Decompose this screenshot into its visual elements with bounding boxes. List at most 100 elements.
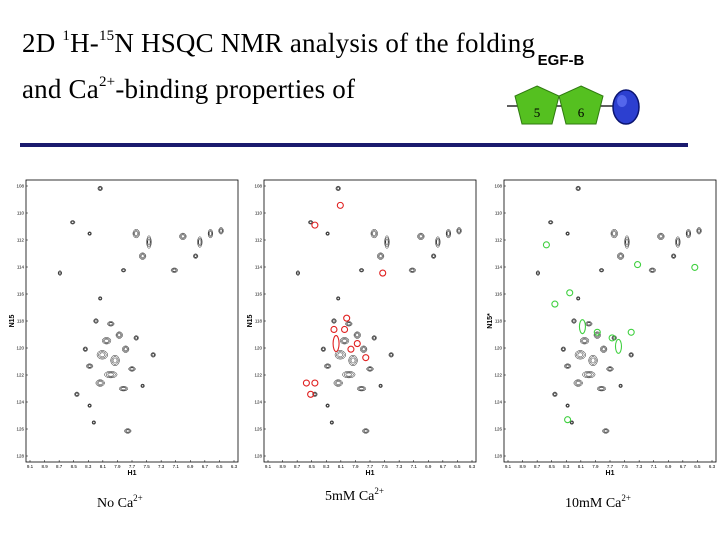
peak-contour xyxy=(83,347,88,352)
peak-contour xyxy=(362,428,370,434)
y-tick-label: 114 xyxy=(495,265,503,270)
peak-contour xyxy=(326,404,329,407)
x-tick-label: 7.1 xyxy=(651,464,658,469)
peak-contour xyxy=(574,380,582,386)
x-tick-label: 7.7 xyxy=(607,464,614,469)
x-tick-label: 7.7 xyxy=(367,464,374,469)
peak-contour xyxy=(354,332,360,338)
peak-contour xyxy=(560,346,566,352)
title-underline xyxy=(20,143,688,147)
peak-contour xyxy=(170,267,178,273)
x-tick-label: 6.5 xyxy=(216,464,223,469)
peak-contour xyxy=(371,335,377,341)
peak-contour xyxy=(432,254,436,258)
peak-contour xyxy=(172,268,177,272)
peak-contour xyxy=(171,268,178,273)
peak-contour xyxy=(108,322,113,326)
x-tick-label: 7.3 xyxy=(396,464,403,469)
peak-contour xyxy=(348,354,358,367)
peak-contour xyxy=(552,392,557,397)
shifted-peak-marker xyxy=(302,379,310,387)
peak-contour xyxy=(447,231,450,236)
peak-contour xyxy=(372,231,377,236)
x-tick-label: 6.3 xyxy=(469,464,476,469)
peak-contour xyxy=(417,232,425,240)
peak-contour xyxy=(446,230,451,238)
peak-contour xyxy=(378,383,383,388)
x-tick-label: 7.7 xyxy=(129,464,136,469)
peak-contour xyxy=(87,231,92,236)
y-tick-label: 112 xyxy=(495,238,503,243)
peak-contour xyxy=(566,404,569,407)
peak-contour xyxy=(140,384,145,388)
peak-contour xyxy=(697,228,701,233)
y-tick-label: 120 xyxy=(494,346,502,351)
x-tick-label: 7.3 xyxy=(158,464,165,469)
shifted-peak-marker xyxy=(542,241,550,249)
plot-frame xyxy=(25,179,239,463)
peak-contour xyxy=(134,231,139,236)
peak-contour xyxy=(96,380,104,386)
x-tick-label: 7.5 xyxy=(143,464,150,469)
peak-contour xyxy=(219,228,223,233)
peak-contour xyxy=(576,186,581,191)
x-tick-label: 8.9 xyxy=(41,464,48,469)
peak-contour xyxy=(98,297,102,300)
peak-contour xyxy=(388,352,394,358)
peak-contour xyxy=(124,428,132,434)
x-tick-label: 7.3 xyxy=(636,464,643,469)
peak-contour xyxy=(576,296,581,301)
peak-contour xyxy=(410,268,415,272)
peak-contour xyxy=(207,229,213,239)
peak-contour xyxy=(576,297,580,300)
peak-contour xyxy=(320,346,326,352)
peak-contour xyxy=(457,228,462,234)
peak-contour xyxy=(586,322,591,326)
peak-contour xyxy=(583,371,594,378)
x-tick-label: 7.9 xyxy=(352,464,359,469)
peak-contour xyxy=(193,253,199,259)
peak-contour xyxy=(128,366,136,372)
peak-contour xyxy=(606,366,614,372)
peak-contour xyxy=(363,429,368,433)
peak-contour xyxy=(336,297,340,300)
y-tick-label: 110 xyxy=(17,211,25,216)
peak-contour xyxy=(608,367,612,371)
peak-contour xyxy=(431,253,437,259)
peak-contour xyxy=(140,254,145,259)
peak-contour xyxy=(146,237,151,247)
peak-contour xyxy=(340,337,350,345)
peak-contour xyxy=(565,403,570,408)
y-tick-label: 108 xyxy=(494,184,502,189)
peak-contour xyxy=(617,253,624,259)
peak-contour xyxy=(372,335,377,340)
peak-contour xyxy=(593,331,601,339)
peak-contour xyxy=(358,268,365,273)
peak-contour xyxy=(564,363,572,369)
x-tick-label: 6.9 xyxy=(425,464,432,469)
peak-contour xyxy=(116,332,122,338)
peak-contour xyxy=(378,254,383,259)
shifted-peak-marker xyxy=(608,334,616,342)
peak-contour xyxy=(345,372,352,377)
shifted-peak-marker xyxy=(566,289,574,297)
peak-contour xyxy=(331,319,336,323)
shifted-peak-marker xyxy=(691,263,699,271)
peak-contour xyxy=(99,352,106,358)
y-tick-label: 112 xyxy=(17,238,25,243)
peak-contour xyxy=(129,366,135,371)
peak-contour xyxy=(389,352,394,357)
x-tick-label: 7.5 xyxy=(621,464,628,469)
shifted-peak-marker xyxy=(311,221,319,229)
x-tick-label: 6.7 xyxy=(202,464,209,469)
peak-contour xyxy=(102,337,112,345)
peak-contour xyxy=(325,364,330,368)
shifted-peak-marker xyxy=(347,345,355,353)
shifted-peak-marker xyxy=(330,325,338,334)
peak-contour xyxy=(577,352,584,358)
peak-contour xyxy=(321,347,326,352)
peak-contour xyxy=(575,185,581,192)
peak-contour xyxy=(377,253,384,259)
peak-contour xyxy=(98,296,103,301)
peak-contour xyxy=(659,234,663,239)
